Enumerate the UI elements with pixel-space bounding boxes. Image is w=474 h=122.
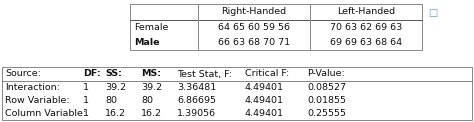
- Text: 1: 1: [83, 83, 89, 92]
- Text: 80: 80: [141, 96, 153, 105]
- Text: Source:: Source:: [5, 70, 41, 78]
- Text: Interaction:: Interaction:: [5, 83, 60, 92]
- Text: Left-Handed: Left-Handed: [337, 7, 395, 16]
- Text: Male: Male: [134, 38, 159, 47]
- Text: 4.49401: 4.49401: [245, 96, 284, 105]
- Text: 4.49401: 4.49401: [245, 109, 284, 118]
- Text: 80: 80: [105, 96, 117, 105]
- Text: 70 63 62 69 63: 70 63 62 69 63: [330, 23, 402, 32]
- Text: MS:: MS:: [141, 70, 161, 78]
- Text: 0.01855: 0.01855: [307, 96, 346, 105]
- Text: Test Stat, F:: Test Stat, F:: [177, 70, 232, 78]
- Text: 69 69 63 68 64: 69 69 63 68 64: [330, 38, 402, 47]
- Text: 1.39056: 1.39056: [177, 109, 216, 118]
- Text: P-Value:: P-Value:: [307, 70, 345, 78]
- Text: 3.36481: 3.36481: [177, 83, 216, 92]
- Text: SS:: SS:: [105, 70, 122, 78]
- Text: 64 65 60 59 56: 64 65 60 59 56: [218, 23, 290, 32]
- Text: 6.86695: 6.86695: [177, 96, 216, 105]
- Text: 0.08527: 0.08527: [307, 83, 346, 92]
- Text: Column Variable:: Column Variable:: [5, 109, 86, 118]
- Bar: [130, 4, 422, 50]
- Text: 16.2: 16.2: [105, 109, 126, 118]
- Text: 0.25555: 0.25555: [307, 109, 346, 118]
- Text: 1: 1: [83, 96, 89, 105]
- Text: □: □: [428, 8, 437, 18]
- Text: Row Variable:: Row Variable:: [5, 96, 70, 105]
- Text: Critical F:: Critical F:: [245, 70, 289, 78]
- Text: 16.2: 16.2: [141, 109, 162, 118]
- Text: 4.49401: 4.49401: [245, 83, 284, 92]
- Text: Female: Female: [134, 23, 168, 32]
- Text: 39.2: 39.2: [105, 83, 126, 92]
- Text: Right-Handed: Right-Handed: [221, 7, 287, 16]
- Text: 39.2: 39.2: [141, 83, 162, 92]
- Text: DF:: DF:: [83, 70, 100, 78]
- Text: 66 63 68 70 71: 66 63 68 70 71: [218, 38, 290, 47]
- Bar: [2, 67, 472, 120]
- Text: 1: 1: [83, 109, 89, 118]
